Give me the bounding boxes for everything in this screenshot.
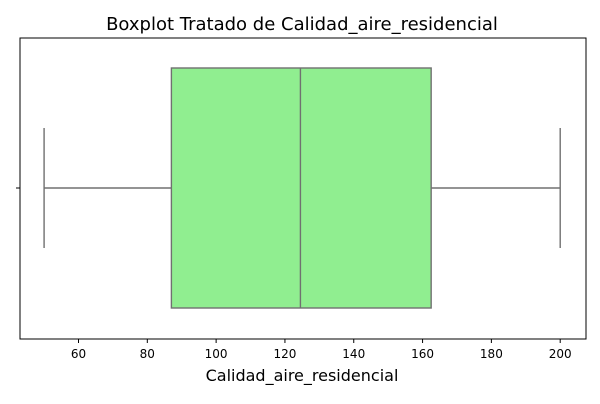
x-tick-label: 100 [205, 347, 228, 361]
plot-area [43, 67, 561, 309]
x-tick-label: 120 [273, 347, 296, 361]
x-tick-label: 160 [411, 347, 434, 361]
x-axis-label: Calidad_aire_residencial [206, 366, 399, 386]
x-tick-label: 140 [342, 347, 365, 361]
x-tick-label: 200 [549, 347, 572, 361]
x-tick-label: 180 [480, 347, 503, 361]
x-tick-label: 80 [140, 347, 155, 361]
box-iqr [170, 67, 432, 309]
chart-title: Boxplot Tratado de Calidad_aire_residenc… [106, 14, 498, 35]
x-tick-label: 60 [71, 347, 86, 361]
x-axis-ticks: 60 80 100 120 140 160 180 200 [16, 187, 572, 361]
